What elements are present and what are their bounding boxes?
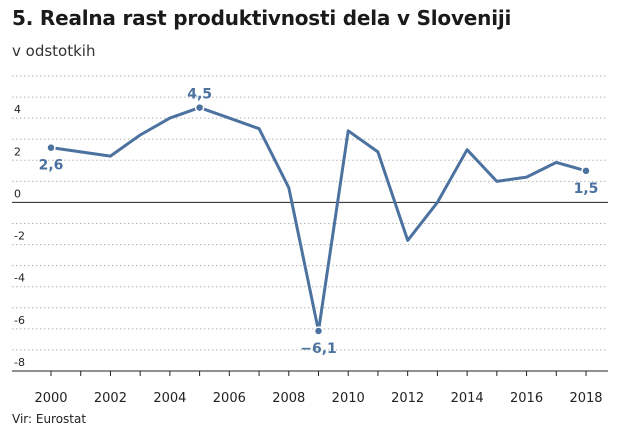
data-label: 1,5 <box>574 181 599 197</box>
y-tick-label: -2 <box>14 230 25 243</box>
series-line-path <box>49 106 588 333</box>
x-axis: 2000 2002 2004 2006 2008 2010 2012 2014 2016 2018 <box>12 370 608 406</box>
x-tick-label: 2008 <box>272 391 305 406</box>
data-marker <box>46 142 56 153</box>
x-tick-label: 2018 <box>569 391 602 406</box>
data-marker <box>581 166 591 176</box>
y-tick-label: 4 <box>14 103 21 116</box>
source-note: Vir: Eurostat <box>12 412 87 426</box>
y-tick-label: -6 <box>14 314 25 327</box>
data-labels: 2,6 4,5 −6,1 1,5 <box>39 87 599 357</box>
data-marker <box>313 326 324 336</box>
grid-lines <box>12 75 608 351</box>
y-tick-label: 2 <box>14 145 21 158</box>
data-label: 4,5 <box>187 87 212 103</box>
chart-title: 5. Realna rast produktivnosti dela v Slo… <box>12 6 512 30</box>
y-tick-label: 0 <box>14 187 21 200</box>
chart-subtitle: v odstotkih <box>12 42 96 60</box>
x-tick-label: 2010 <box>332 391 365 406</box>
data-markers <box>46 102 591 336</box>
x-tick-label: 2004 <box>153 391 186 406</box>
data-label: 2,6 <box>39 158 64 174</box>
y-axis-tick-labels: -8 -6 -4 -2 0 2 4 <box>14 103 25 369</box>
x-tick-label: 2016 <box>510 391 543 406</box>
x-tick-label: 2000 <box>34 391 67 406</box>
x-tick-label: 2014 <box>451 391 484 406</box>
x-tick-label: 2002 <box>94 391 127 406</box>
data-label: −6,1 <box>300 341 337 357</box>
y-tick-label: -4 <box>14 272 25 285</box>
series-line <box>49 106 588 333</box>
data-marker <box>194 102 205 113</box>
x-tick-label: 2006 <box>213 391 246 406</box>
x-tick-label: 2012 <box>391 391 424 406</box>
y-tick-label: -8 <box>14 356 25 369</box>
